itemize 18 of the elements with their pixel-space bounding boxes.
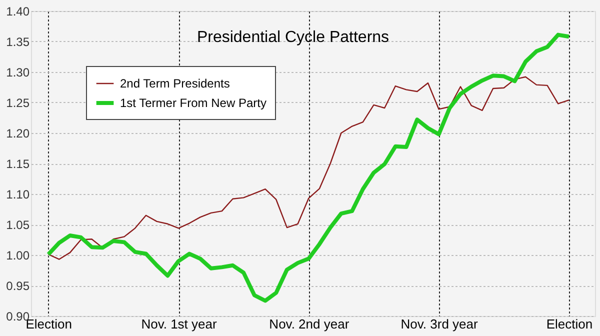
legend-label: 2nd Term Presidents xyxy=(120,76,230,90)
y-tick-label: 1.35 xyxy=(6,35,30,49)
y-tick-label: 1.10 xyxy=(6,188,30,202)
y-tick-label: 1.05 xyxy=(6,218,30,232)
y-tick-label: 1.40 xyxy=(6,4,30,18)
y-tick-label: 1.20 xyxy=(6,126,30,140)
x-tick-label: Nov. 3rd year xyxy=(400,316,479,332)
text: Presidential Cycle Patterns xyxy=(196,29,390,46)
y-tick-label: 1.30 xyxy=(6,66,30,80)
x-tick-label: Nov. 2nd year xyxy=(269,316,350,332)
line-series xyxy=(48,76,570,260)
y-tick-label: 1.15 xyxy=(6,157,30,171)
y-tick-label: 1.25 xyxy=(6,96,30,110)
y-tick-label: 0.95 xyxy=(6,279,30,293)
legend-label: 1st Termer From New Party xyxy=(120,96,266,110)
x-tick-label: Election xyxy=(546,316,593,332)
y-tick-label: 1.00 xyxy=(6,248,30,262)
x-tick-label: Nov. 1st year xyxy=(141,316,218,332)
